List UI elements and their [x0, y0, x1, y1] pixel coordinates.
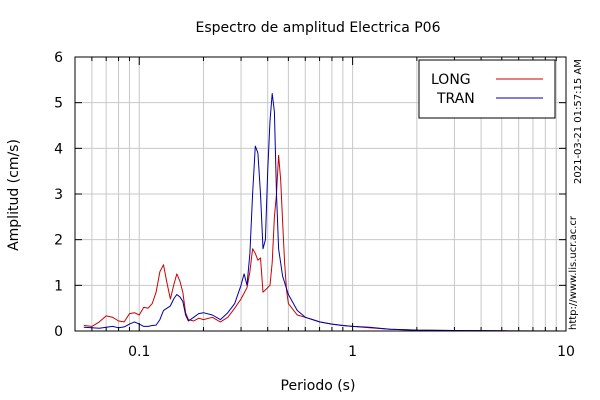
timestamp-label: 2021-03-21 01:57:15 AM — [573, 59, 584, 184]
x-axis-ticks: 0.1 1 10 — [74, 57, 575, 360]
y-tick-label: 3 — [54, 187, 63, 203]
x-tick-label: 1 — [348, 344, 357, 360]
y-tick-label: 4 — [54, 141, 63, 157]
legend-box — [418, 59, 556, 119]
y-axis-ticks: 0 1 2 3 4 5 6 — [54, 50, 566, 340]
x-tick-label: 0.1 — [128, 344, 150, 360]
series-line-tran — [83, 93, 567, 332]
legend: LONG TRAN — [418, 59, 556, 119]
x-tick-label: 10 — [557, 344, 575, 360]
legend-label-tran: TRAN — [436, 91, 475, 107]
y-tick-label: 2 — [54, 233, 63, 249]
source-url-label: http://www.lis.ucr.ac.cr — [568, 216, 579, 330]
legend-label-long: LONG — [431, 72, 471, 88]
y-tick-label: 1 — [54, 278, 63, 294]
y-tick-label: 6 — [54, 50, 63, 66]
series-line-long — [83, 154, 567, 332]
chart-title: Espectro de amplitud Electrica P06 — [196, 20, 441, 36]
y-tick-label: 0 — [54, 324, 63, 340]
y-axis-label: Amplitud (cm/s) — [6, 139, 22, 251]
x-axis-label: Periodo (s) — [281, 378, 356, 394]
series-layer — [83, 93, 567, 332]
y-tick-label: 5 — [54, 96, 63, 112]
